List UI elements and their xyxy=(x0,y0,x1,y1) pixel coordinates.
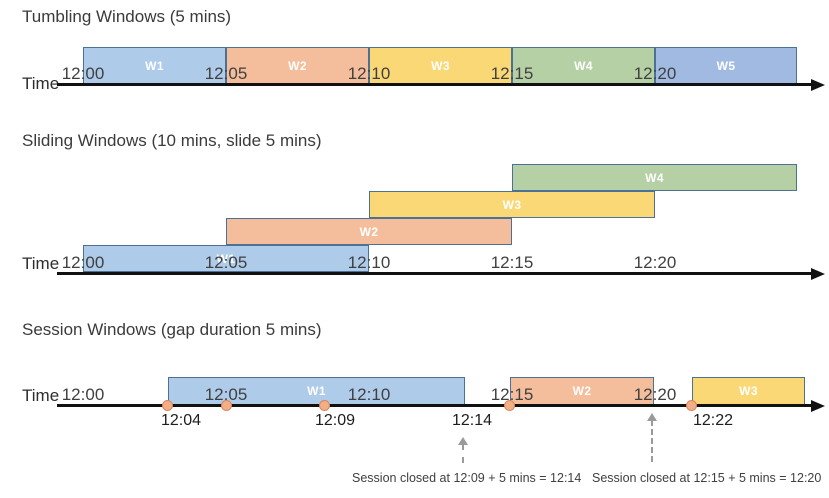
event-dot xyxy=(319,400,330,411)
tick-label: 12:20 xyxy=(633,385,677,404)
tick-label: 12:15 xyxy=(490,64,534,83)
session-close-arrow-line xyxy=(462,444,464,463)
window-label: W3 xyxy=(739,384,758,398)
session-close-arrow-icon xyxy=(647,413,657,421)
time-axis-line-sliding xyxy=(57,272,813,275)
window-label: W1 xyxy=(216,251,236,266)
session-close-arrow-line xyxy=(651,420,653,462)
window-sliding-w1: W1 xyxy=(83,245,369,272)
tick-label: 12:00 xyxy=(61,64,105,83)
window-tumbling-w5: W5 xyxy=(655,47,797,84)
event-dot xyxy=(221,400,232,411)
window-label: W4 xyxy=(574,58,593,73)
session-close-note: Session closed at 12:15 + 5 mins = 12:20 xyxy=(592,471,822,485)
window-session-w2: W2 xyxy=(510,377,654,405)
window-label: W5 xyxy=(716,58,736,73)
event-dot xyxy=(162,400,173,411)
tick-label: 12:15 xyxy=(490,253,534,272)
tick-label: 12:05 xyxy=(204,385,248,404)
event-time-label: 12:09 xyxy=(314,412,356,429)
event-dot xyxy=(686,400,697,411)
window-tumbling-w1: W1 xyxy=(83,47,226,84)
window-label: W2 xyxy=(572,384,592,398)
window-label: W1 xyxy=(145,58,164,73)
window-label: W2 xyxy=(288,58,307,73)
tick-label: 12:15 xyxy=(490,385,534,404)
tick-label: 12:10 xyxy=(347,64,391,83)
window-label: W1 xyxy=(307,384,326,398)
time-axis-line-tumbling xyxy=(57,83,813,86)
time-axis-line-session xyxy=(57,404,813,407)
axis-arrow-icon xyxy=(811,267,825,280)
section-title-sliding: Sliding Windows (10 mins, slide 5 mins) xyxy=(22,131,322,150)
session-close-note: Session closed at 12:09 + 5 mins = 12:14 xyxy=(352,471,582,485)
tick-label: 12:20 xyxy=(633,64,677,83)
session-close-arrow-icon xyxy=(458,437,468,445)
event-dot xyxy=(504,400,515,411)
time-axis-label-session: Time xyxy=(22,386,60,405)
tick-label: 12:00 xyxy=(61,385,105,404)
window-label: W3 xyxy=(431,58,450,73)
time-axis-label-tumbling: Time xyxy=(22,74,60,93)
window-tumbling-w3: W3 xyxy=(369,47,512,84)
window-label: W2 xyxy=(359,224,379,239)
tick-label: 12:05 xyxy=(204,253,248,272)
axis-arrow-icon xyxy=(811,399,825,412)
window-sliding-w3: W3 xyxy=(369,191,655,218)
section-title-session: Session Windows (gap duration 5 mins) xyxy=(22,320,322,339)
window-label: W4 xyxy=(645,170,664,185)
time-axis-label-sliding: Time xyxy=(22,254,60,273)
window-label: W3 xyxy=(502,197,522,212)
tick-label: 12:10 xyxy=(347,253,391,272)
window-sliding-w4: W4 xyxy=(512,164,797,191)
section-title-tumbling: Tumbling Windows (5 mins) xyxy=(22,7,232,26)
window-session-w1: W1 xyxy=(168,377,465,405)
tick-label: 12:05 xyxy=(204,64,248,83)
tick-label: 12:00 xyxy=(61,253,105,272)
window-session-w3: W3 xyxy=(692,377,805,405)
axis-arrow-icon xyxy=(811,78,825,91)
event-time-label: 12:14 xyxy=(451,412,493,429)
event-time-label: 12:04 xyxy=(160,412,202,429)
tick-label: 12:20 xyxy=(633,253,677,272)
event-time-label: 12:22 xyxy=(692,412,734,429)
tick-label: 12:10 xyxy=(347,385,391,404)
window-sliding-w2: W2 xyxy=(226,218,512,245)
